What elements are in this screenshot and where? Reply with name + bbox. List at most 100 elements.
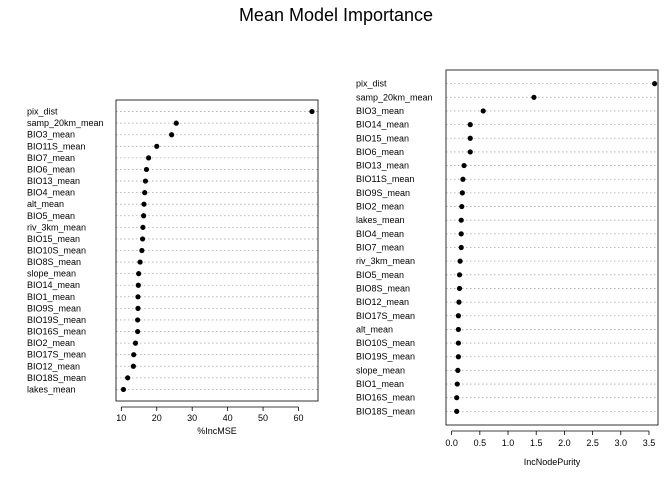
chart-title: Mean Model Importance	[239, 5, 433, 25]
category-label: BIO14_mean	[356, 120, 409, 130]
data-point	[455, 340, 462, 346]
category-label: alt_mean	[356, 324, 393, 334]
plot-frame	[445, 69, 659, 426]
data-point	[467, 122, 473, 128]
category-label: BIO17S_mean	[27, 350, 86, 360]
category-label: BIO11S_mean	[27, 141, 85, 151]
data-point	[131, 352, 137, 358]
x-tick-label: 1.5	[530, 438, 543, 448]
category-label: lakes_mean	[27, 384, 76, 394]
category-label: BIO7_mean	[356, 243, 404, 253]
category-label: BIO12_mean	[356, 297, 409, 307]
data-point	[141, 201, 147, 207]
data-point	[139, 236, 146, 242]
category-label: BIO17S_mean	[356, 311, 415, 321]
x-tick-label: 60	[294, 413, 304, 423]
data-point	[141, 213, 147, 219]
data-point	[142, 190, 148, 196]
x-tick-label: 3.0	[615, 438, 628, 448]
data-point	[135, 282, 141, 288]
data-point	[139, 247, 145, 254]
x-tick-label: 1.0	[502, 438, 515, 448]
x-tick-label: 0.0	[445, 438, 458, 448]
data-point	[173, 120, 179, 126]
data-point	[169, 132, 175, 138]
data-point	[458, 217, 464, 223]
category-label: slope_mean	[356, 365, 405, 375]
category-label: BIO2_mean	[356, 202, 404, 212]
x-tick-label: 2.0	[558, 438, 571, 448]
data-point	[137, 259, 143, 265]
category-label: BIO11S_mean	[356, 174, 414, 184]
category-label: BIO15_mean	[27, 234, 80, 244]
x-tick-label: 50	[258, 413, 268, 423]
category-label: riv_3km_mean	[27, 222, 86, 232]
x-axis-title: %IncMSE	[197, 426, 237, 436]
data-point	[454, 381, 460, 387]
x-tick-label: 2.5	[586, 438, 599, 448]
data-point	[135, 328, 141, 335]
dotchart-panels: pix_distsamp_20km_meanBIO3_meanBIO11S_me…	[27, 69, 659, 467]
category-label: BIO5_mean	[27, 211, 75, 221]
x-tick-label: 0.5	[474, 438, 487, 448]
category-label: BIO2_mean	[27, 338, 75, 348]
plot-frame	[115, 99, 319, 402]
data-point	[458, 244, 464, 251]
category-label: BIO3_mean	[356, 106, 404, 116]
x-tick-label: 40	[223, 413, 233, 423]
data-point	[459, 190, 465, 196]
data-point	[135, 294, 141, 300]
data-point	[456, 285, 463, 292]
category-label: BIO16S_mean	[356, 393, 415, 403]
category-label: BIO15_mean	[356, 133, 409, 143]
category-label: BIO18S_mean	[27, 373, 86, 383]
data-point	[454, 408, 460, 414]
data-point	[142, 178, 149, 184]
category-label: BIO5_mean	[356, 270, 404, 280]
data-point	[135, 305, 141, 311]
data-point	[480, 108, 486, 114]
category-label: pix_dist	[356, 79, 387, 89]
category-label: BIO16S_mean	[27, 327, 86, 337]
category-label: BIO6_mean	[356, 147, 404, 157]
data-point	[146, 155, 152, 161]
data-point	[143, 166, 150, 173]
category-label: BIO9S_mean	[27, 303, 81, 313]
category-label: BIO1_mean	[356, 379, 404, 389]
data-point	[309, 108, 315, 115]
category-label: BIO9S_mean	[356, 188, 410, 198]
category-label: BIO18S_mean	[356, 406, 415, 416]
data-point	[454, 395, 460, 401]
data-point	[455, 354, 462, 360]
category-label: slope_mean	[27, 269, 76, 279]
data-point	[455, 367, 461, 373]
data-point	[140, 224, 146, 230]
dotchart-panel-2: pix_dist samp_20km_mean BIO3_mean BIO14_mea…	[356, 69, 659, 467]
category-label: BIO13_mean	[27, 176, 80, 186]
category-label: BIO6_mean	[27, 164, 75, 174]
x-tick-label: 10	[116, 413, 126, 423]
category-label: BIO8S_mean	[27, 257, 81, 267]
category-label: BIO19S_mean	[27, 315, 86, 325]
category-label: riv_3km_mean	[356, 256, 415, 266]
category-label: BIO10S_mean	[356, 338, 415, 348]
x-tick-label: 3.5	[643, 438, 656, 448]
data-point	[130, 363, 136, 369]
x-axis-title: IncNodePurity	[524, 457, 581, 467]
category-label: BIO1_mean	[27, 292, 75, 302]
x-tick-label: 20	[152, 413, 162, 423]
category-label: BIO7_mean	[27, 153, 75, 163]
data-point	[120, 386, 127, 393]
category-label: alt_mean	[27, 199, 64, 209]
data-point	[135, 317, 141, 323]
data-point	[125, 375, 131, 381]
category-label: samp_20km_mean	[27, 118, 104, 128]
data-point	[461, 162, 467, 169]
data-point	[154, 143, 160, 149]
data-point	[467, 149, 473, 155]
category-label: pix_dist	[27, 107, 58, 117]
data-point	[459, 203, 465, 210]
data-point	[455, 326, 462, 333]
